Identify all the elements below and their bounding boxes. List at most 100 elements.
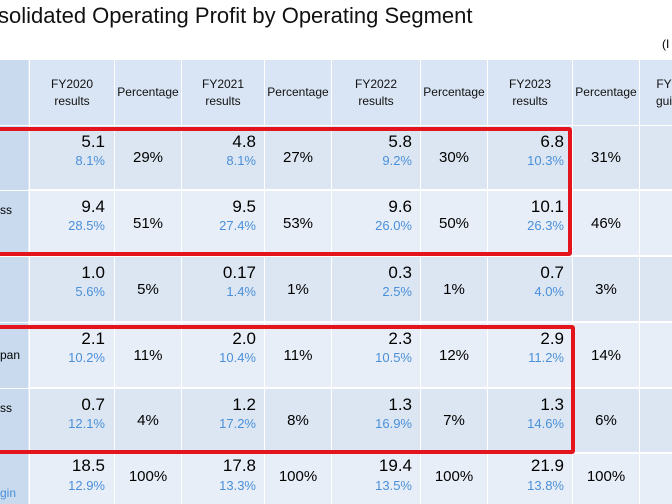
- fy2021-percentage: 27%: [282, 149, 314, 166]
- table-row: 1.0 5.6% 5% 0.17 1.4% 1% 0.3 2.5% 1% 0.7 4.0% 3%: [0, 256, 672, 322]
- row-label: pan: [0, 348, 21, 362]
- unit-note: (I: [662, 37, 670, 51]
- row-label: ss: [0, 401, 12, 415]
- header-pct-2022: Percentage: [423, 85, 485, 99]
- fy2021-percentage: 1%: [287, 280, 309, 298]
- fy2023-value: 2.9: [540, 329, 564, 348]
- fy2023-margin: 13.8%: [527, 478, 564, 493]
- fy2023-value: 6.8: [540, 132, 564, 151]
- table-header-row: FY2020 results Percentage FY2021 results P…: [0, 60, 672, 125]
- table-row: pan 2.1 10.2% 11% 2.0 10.4% 11% 2.3 10.5% 12% 2.9 1…: [0, 322, 672, 388]
- page-title: solidated Operating Profit by Operating …: [0, 3, 473, 28]
- fy2020-value: 9.4: [81, 197, 105, 216]
- fy2021-margin: 13.3%: [219, 478, 256, 493]
- fy2022-percentage: 50%: [438, 214, 470, 232]
- fy2022-percentage: 1%: [443, 280, 465, 298]
- header-pct-2023: Percentage: [575, 85, 637, 99]
- fy2023-margin: 11.2%: [528, 350, 564, 365]
- fy2022-percentage: 30%: [438, 149, 470, 166]
- fy2021-value: 4.8: [232, 132, 256, 151]
- fy2021-margin: 10.4%: [219, 350, 256, 365]
- fy2022-margin: 9.2%: [382, 153, 412, 168]
- fy2020-value: 18.5: [71, 456, 105, 475]
- header-fy2020: FY2020 results: [50, 76, 94, 108]
- fy2021-margin: 17.2%: [219, 416, 256, 431]
- fy2020-margin: 8.1%: [75, 153, 105, 168]
- fy2020-percentage: 29%: [132, 149, 164, 166]
- header-fy-guidance: FY gui: [656, 76, 672, 108]
- row-left-stub: [0, 126, 28, 190]
- fy2021-value: 9.5: [232, 197, 256, 216]
- fy2023-margin: 26.3%: [527, 218, 564, 233]
- highlight-box-top: [0, 127, 572, 256]
- fy2023-margin: 4.0%: [534, 284, 564, 299]
- fy2023-percentage: 31%: [590, 149, 622, 166]
- fy2020-value: 0.7: [81, 395, 105, 414]
- row-left-stub: [0, 191, 28, 256]
- segment-profit-table: FY2020 results Percentage FY2021 results P…: [0, 60, 672, 504]
- header-pct-2020: Percentage: [117, 85, 179, 99]
- fy2022-value: 1.3: [388, 395, 412, 414]
- row-left-stub: [0, 323, 28, 388]
- fy2022-margin: 10.5%: [375, 350, 412, 365]
- fy2021-margin: 1.4%: [226, 284, 256, 299]
- header-fy2022: FY2022 results: [354, 76, 398, 108]
- row-label: gin: [0, 486, 17, 500]
- fy2021-percentage: 100%: [278, 468, 318, 485]
- fy2022-value: 2.3: [388, 329, 412, 348]
- fy2022-percentage: 100%: [434, 468, 474, 485]
- fy2023-value: 10.1: [530, 197, 564, 216]
- fy2023-value: 0.7: [540, 263, 564, 282]
- row-left-stub: [0, 389, 28, 453]
- fy2023-percentage: 6%: [595, 412, 617, 429]
- fy2020-percentage: 100%: [128, 468, 168, 485]
- fy2021-value: 0.17: [222, 263, 256, 282]
- fy2022-value: 0.3: [388, 263, 412, 282]
- fy2021-value: 1.2: [232, 395, 256, 414]
- header-left-stub: [0, 60, 28, 125]
- fy2020-margin: 12.1%: [68, 416, 105, 431]
- row-label: ss: [0, 203, 12, 217]
- fy2020-margin: 28.5%: [68, 218, 105, 233]
- header-fy2023: FY2023 results: [508, 76, 552, 108]
- fy2020-percentage: 4%: [137, 412, 159, 429]
- fy2023-percentage: 100%: [586, 468, 626, 485]
- fy2023-percentage: 3%: [595, 280, 617, 298]
- fy2020-value: 5.1: [81, 132, 105, 151]
- fy2023-value: 21.9: [530, 456, 564, 475]
- fy2023-margin: 10.3%: [527, 153, 564, 168]
- fy2020-percentage: 11%: [133, 346, 163, 364]
- fy2020-percentage: 5%: [137, 280, 159, 298]
- fy2022-margin: 26.0%: [375, 218, 412, 233]
- fy2022-margin: 16.9%: [375, 416, 412, 431]
- row-left-stub: [0, 454, 28, 504]
- fy2021-value: 17.8: [222, 456, 256, 475]
- fy2022-percentage: 12%: [438, 346, 470, 364]
- fy2022-value: 5.8: [388, 132, 412, 151]
- fy2021-margin: 8.1%: [226, 153, 256, 168]
- fy2022-value: 19.4: [378, 456, 412, 475]
- fy2022-value: 9.6: [388, 197, 412, 216]
- table-row: ss 0.7 12.1% 4% 1.2 17.2% 8% 1.3 16.9% 7% 1.3 14.6%…: [0, 388, 672, 453]
- table-row: 5.1 8.1% 29% 4.8 8.1% 27% 5.8 9.2% 30% 6.8 10.3% 31…: [0, 125, 672, 190]
- fy2020-value: 2.1: [81, 329, 105, 348]
- fy2020-margin: 12.9%: [68, 478, 105, 493]
- fy2021-percentage: 53%: [282, 214, 314, 232]
- fy2021-percentage: 11%: [283, 346, 313, 364]
- highlight-box-bottom: [0, 325, 575, 454]
- fy2022-margin: 13.5%: [375, 478, 412, 493]
- fy2023-margin: 14.6%: [527, 416, 564, 431]
- fy2023-value: 1.3: [540, 395, 564, 414]
- fy2020-percentage: 51%: [132, 214, 164, 232]
- fy2021-percentage: 8%: [287, 412, 309, 429]
- fy2020-margin: 10.2%: [68, 350, 105, 365]
- fy2021-margin: 27.4%: [219, 218, 256, 233]
- table-row: ss 9.4 28.5% 51% 9.5 27.4% 53% 9.6 26.0% 50% 10.1 2…: [0, 190, 672, 256]
- fy2021-value: 2.0: [232, 329, 256, 348]
- fy2022-percentage: 7%: [443, 412, 465, 429]
- fy2023-percentage: 46%: [590, 214, 622, 232]
- fy2020-value: 1.0: [81, 263, 105, 282]
- row-left-stub: [0, 257, 28, 322]
- fy2023-percentage: 14%: [590, 346, 622, 364]
- header-pct-2021: Percentage: [267, 85, 329, 99]
